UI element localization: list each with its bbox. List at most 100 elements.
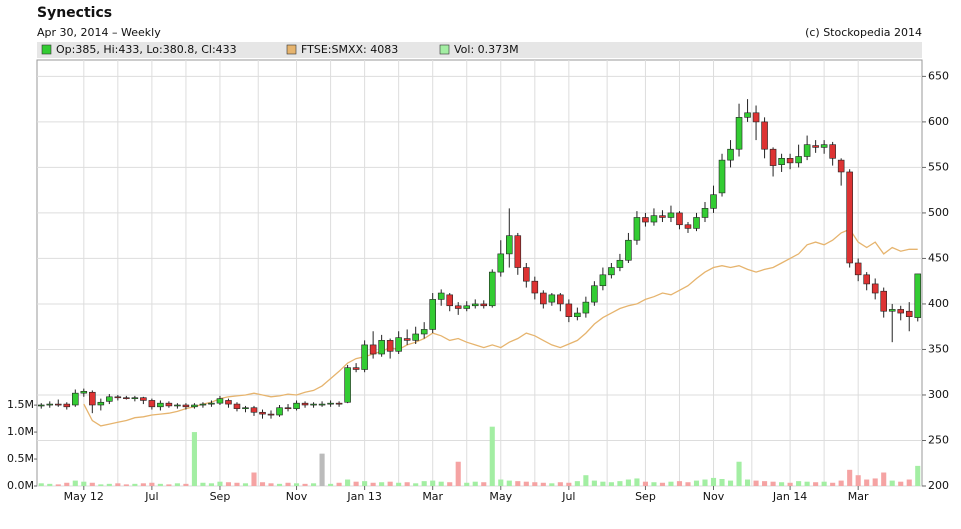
- legend-bar: [37, 42, 922, 58]
- candle-body: [684, 224, 692, 229]
- candle-body: [812, 145, 819, 148]
- candle-body: [378, 340, 385, 355]
- candle-body: [795, 156, 802, 164]
- candle-body: [540, 292, 547, 305]
- volume-bar: [566, 482, 572, 486]
- candle-body: [557, 294, 564, 305]
- candle-body: [446, 294, 453, 307]
- volume-bar: [506, 480, 512, 486]
- volume-bar: [259, 482, 266, 486]
- candle-body: [344, 367, 351, 403]
- index-line: [83, 228, 918, 427]
- x-tick-label: Sep: [635, 490, 656, 503]
- plot-area: [36, 59, 923, 487]
- volume-bar: [642, 481, 648, 486]
- candle-body: [650, 215, 658, 223]
- volume-bar: [600, 481, 606, 486]
- volume-bar: [872, 478, 878, 486]
- candle-body: [846, 171, 853, 264]
- volume-bar: [38, 483, 44, 486]
- candle-body: [676, 212, 683, 226]
- volume-bar: [523, 481, 529, 486]
- candle-body: [659, 215, 666, 218]
- volume-bar: [311, 483, 317, 486]
- x-tick-label: Sep: [210, 490, 231, 503]
- volume-bar: [498, 479, 504, 486]
- volume-bar: [813, 482, 819, 486]
- candle-body: [565, 303, 573, 317]
- volume-bar: [336, 482, 342, 486]
- candle-body: [616, 259, 624, 268]
- volume-bar: [293, 483, 300, 486]
- candle-body: [769, 148, 777, 166]
- candle-body: [761, 121, 768, 150]
- x-tick-label: Nov: [286, 490, 308, 503]
- legend-label: Vol: 0.373M: [454, 43, 519, 56]
- candle-body: [148, 400, 156, 408]
- volume-bar: [881, 472, 887, 486]
- volume-bar: [47, 483, 53, 486]
- volume-bar: [796, 481, 802, 486]
- volume-bar: [251, 472, 257, 486]
- volume-bar: [515, 481, 521, 486]
- x-tick-label: Jul: [561, 490, 575, 503]
- volume-bar: [745, 479, 751, 486]
- volume-bar: [855, 475, 861, 486]
- y-tick-label: 650: [928, 69, 949, 82]
- candle-body: [225, 400, 232, 405]
- candle-body: [599, 274, 607, 287]
- volume-bar: [98, 484, 104, 486]
- volume-bar: [464, 482, 470, 486]
- candle-body: [72, 392, 79, 406]
- volume-bar: [353, 481, 359, 486]
- candle-body: [293, 402, 300, 409]
- volume-bar: [208, 483, 214, 486]
- candle-body: [863, 274, 870, 285]
- candle-body: [820, 144, 828, 148]
- volume-bar: [72, 480, 78, 486]
- candle-body: [403, 338, 411, 341]
- volume-bar: [225, 482, 232, 486]
- candle-body: [63, 403, 71, 408]
- candle-body: [480, 303, 488, 307]
- y-tick-label: 300: [928, 388, 949, 401]
- volume-bar: [889, 480, 895, 486]
- candle-body: [420, 329, 428, 335]
- candle-body: [131, 397, 139, 400]
- candle-body: [327, 402, 334, 405]
- candle-body: [829, 144, 836, 159]
- candle-body: [497, 253, 505, 273]
- candle-body: [165, 402, 173, 407]
- chart-title: Synectics: [37, 5, 112, 21]
- candle-body: [174, 404, 181, 407]
- volume-bar: [779, 482, 785, 486]
- volume-bar: [574, 481, 580, 486]
- candle-body: [89, 391, 96, 406]
- candle-body: [284, 407, 292, 410]
- volume-bar: [115, 483, 121, 486]
- candle-body: [701, 208, 709, 218]
- volume-bar: [455, 461, 461, 486]
- volume-bar: [191, 432, 197, 486]
- volume-bar: [268, 483, 274, 486]
- candle-body: [633, 217, 641, 241]
- candle-body: [778, 158, 785, 165]
- volume-bar: [285, 482, 291, 486]
- candle-body: [301, 402, 309, 406]
- y-tick-label: 250: [928, 433, 949, 446]
- candle-body: [106, 396, 113, 402]
- candle-body: [267, 413, 275, 416]
- candle-body: [786, 158, 794, 164]
- candle-body: [531, 280, 539, 294]
- volume-bar: [413, 483, 419, 486]
- candle-body: [182, 404, 190, 408]
- volume-bar: [242, 483, 249, 486]
- candle-body: [718, 159, 726, 194]
- volume-bar: [830, 482, 836, 486]
- volume-bar: [676, 481, 683, 486]
- candle-body: [514, 235, 522, 268]
- volume-bar: [319, 453, 325, 486]
- candle-body: [693, 217, 700, 229]
- volume-bar: [200, 482, 206, 486]
